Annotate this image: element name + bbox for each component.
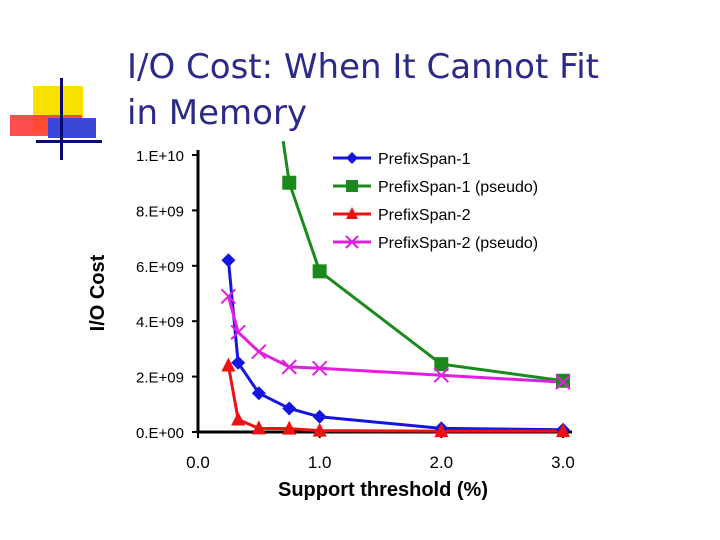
y-tick-label: 1.E+10 [136,148,184,165]
x-axis-title: Support threshold (%) [278,479,488,501]
series-4-point [251,343,267,360]
series-4-point [220,288,237,304]
x-marker-stroke [230,324,246,340]
slide-title-line1: I/O Cost: When It Cannot Fit [127,47,599,87]
deco-horizontal-line [36,140,102,143]
legend-marker-2 [346,180,358,192]
x-marker-stroke [251,343,267,360]
series-4-point [230,324,246,340]
series-3-point [251,420,266,435]
legend-label-3: PrefixSpan-2 [378,207,471,224]
series-3-point [434,423,449,438]
slide-title-line2: in Memory [127,93,308,133]
x-tick-label: 3.0 [551,453,575,472]
series-4-point [555,374,571,390]
series-2-point [282,175,297,190]
x-tick-label: 1.0 [308,453,332,472]
legend-marker-3 [346,207,358,219]
series-line-1 [226,260,564,432]
y-tick-label: 0.E+00 [136,425,184,442]
x-tick-label: 2.0 [430,453,454,472]
series-4-point [433,367,450,383]
y-tick-label: 2.E+09 [136,370,184,387]
series-4-point [281,359,297,375]
series-1-point [221,253,236,268]
deco-vertical-line [60,78,63,160]
series-1-point [231,355,246,370]
series-3-point [556,423,570,438]
x-marker-stroke [220,288,237,304]
series-2-point [312,264,327,279]
x-marker-stroke [433,367,450,383]
legend-marker-4 [345,235,359,249]
series-3-point [231,411,246,426]
y-tick-label: 8.E+09 [136,203,184,220]
series-3-point [221,357,236,372]
series-1-point [251,386,266,401]
y-tick-label: 4.E+09 [136,314,184,331]
series-3-point [312,422,327,437]
legend-label-2: PrefixSpan-1 (pseudo) [378,179,538,196]
series-1-point [312,409,327,424]
series-line-4 [226,295,564,384]
x-marker-stroke [555,374,571,390]
y-axis-title: I/O Cost [87,254,109,331]
legend-marker-1 [346,152,358,164]
y-tick-label: 6.E+09 [136,259,184,276]
series-4-point [311,360,328,376]
x-marker-stroke [281,359,297,375]
legend-label-4: PrefixSpan-2 (pseudo) [378,235,538,252]
slide-title: I/O Cost: When It Cannot Fit in Memory [127,44,687,136]
x-tick-label: 0.0 [186,453,210,472]
x-marker-stroke [345,235,359,249]
series-2-point [434,357,449,372]
series-3-point [282,420,297,435]
series-line-2 [281,140,564,383]
x-marker-stroke [311,360,328,376]
series-1-point [282,401,297,416]
legend-label-1: PrefixSpan-1 [378,151,471,168]
